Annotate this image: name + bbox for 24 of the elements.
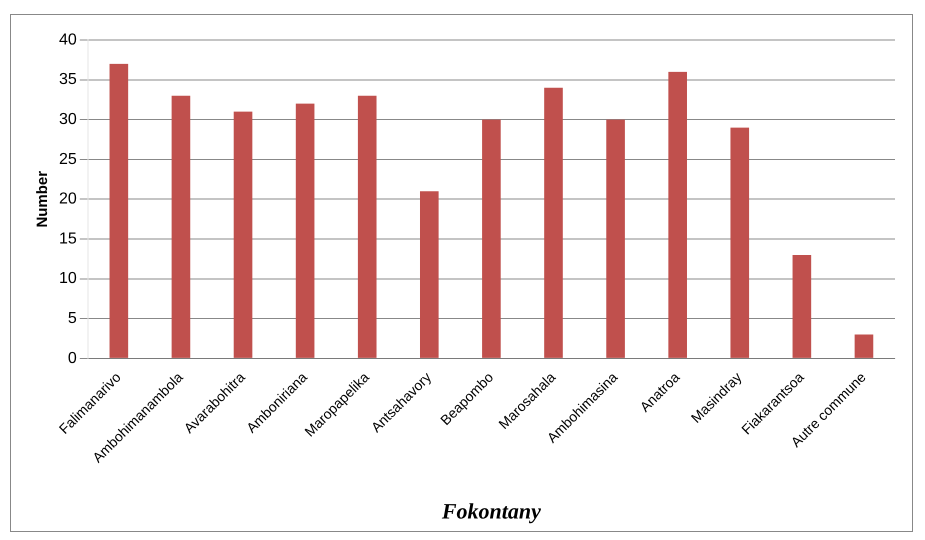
bar [854,334,874,358]
x-axis-title: Fokontany [440,498,542,524]
y-tick-label: 20 [59,190,77,208]
bar [482,120,501,358]
y-tick-label: 15 [59,230,77,248]
bar [358,96,377,358]
y-axis-title: Number [34,170,52,228]
y-tick-label: 40 [59,31,77,48]
bar [730,128,750,358]
bar [606,120,625,358]
bar [668,72,687,358]
y-tick-label: 25 [59,150,77,168]
y-tick-label: 35 [59,71,77,88]
y-tick-label: 30 [59,111,77,128]
bar [172,96,190,358]
y-tick-label: 10 [59,270,77,288]
bar [544,88,563,358]
y-tick-label: 0 [68,350,77,367]
bar [296,104,314,358]
bar [110,64,128,358]
bar [234,112,252,358]
bar [420,191,439,358]
y-tick-label: 5 [68,310,77,328]
bar [792,254,812,358]
